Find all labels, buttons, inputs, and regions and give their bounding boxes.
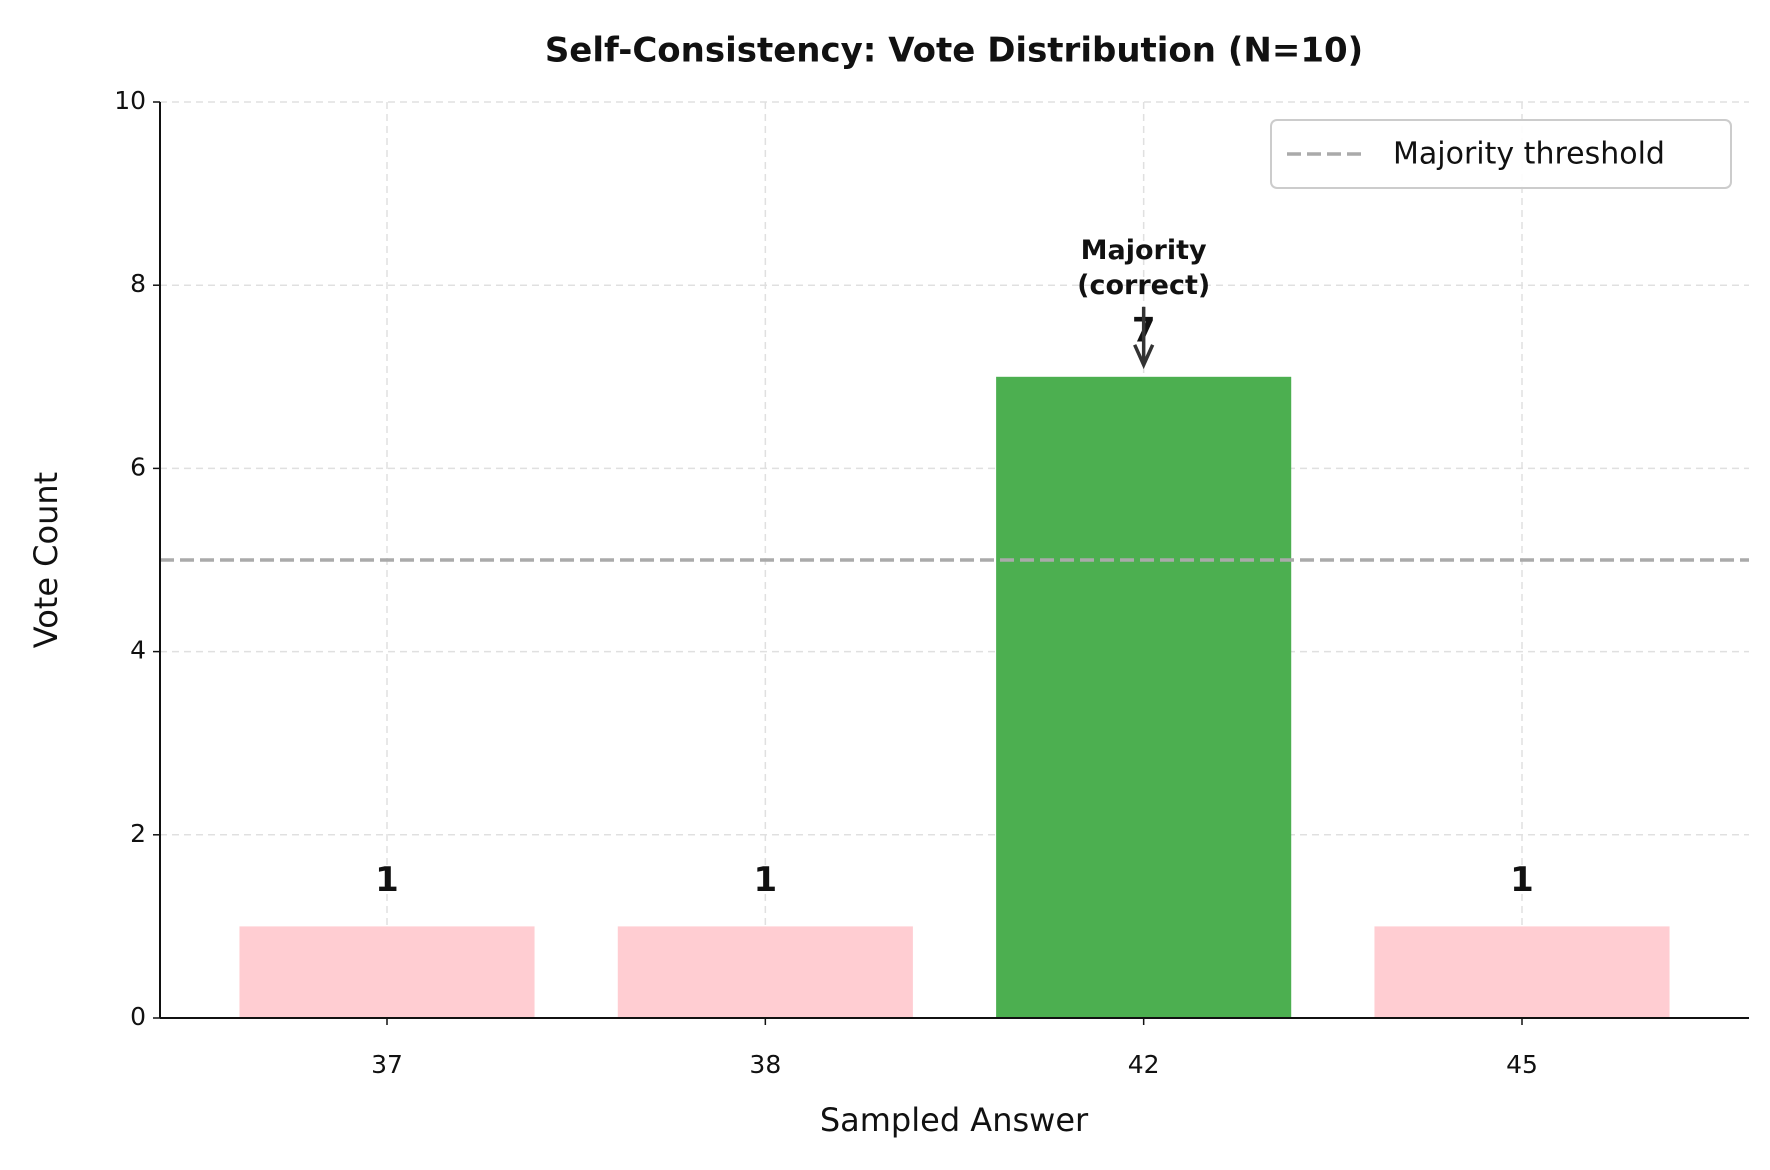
chart-title: Self-Consistency: Vote Distribution (N=1… (545, 31, 1363, 71)
annotation-arrowhead (1133, 344, 1155, 370)
x-tick-label: 45 (1506, 1050, 1538, 1079)
annotation: Majority (correct) (1077, 234, 1211, 301)
bar (617, 926, 913, 1018)
y-tick-label: 4 (130, 636, 146, 665)
y-tick-label: 0 (130, 1002, 146, 1031)
x-tick-label: 42 (1128, 1050, 1160, 1079)
legend-box (1270, 119, 1732, 189)
y-tick-label: 8 (130, 269, 146, 298)
x-tick-label: 37 (371, 1050, 403, 1079)
y-axis-label: Vote Count (27, 472, 65, 648)
bar (1374, 926, 1670, 1018)
x-axis-label: Sampled Answer (820, 1101, 1089, 1139)
value-label: 1 (753, 860, 777, 900)
x-tick-label: 38 (749, 1050, 781, 1079)
y-tick-label: 6 (130, 452, 146, 481)
y-tick-label: 2 (130, 819, 146, 848)
bar (996, 376, 1292, 1018)
value-label: 1 (1510, 860, 1534, 900)
legend-label: Majority threshold (1393, 137, 1665, 172)
y-tick-label: 10 (114, 86, 146, 115)
value-label: 1 (375, 860, 399, 900)
bar (239, 926, 535, 1018)
